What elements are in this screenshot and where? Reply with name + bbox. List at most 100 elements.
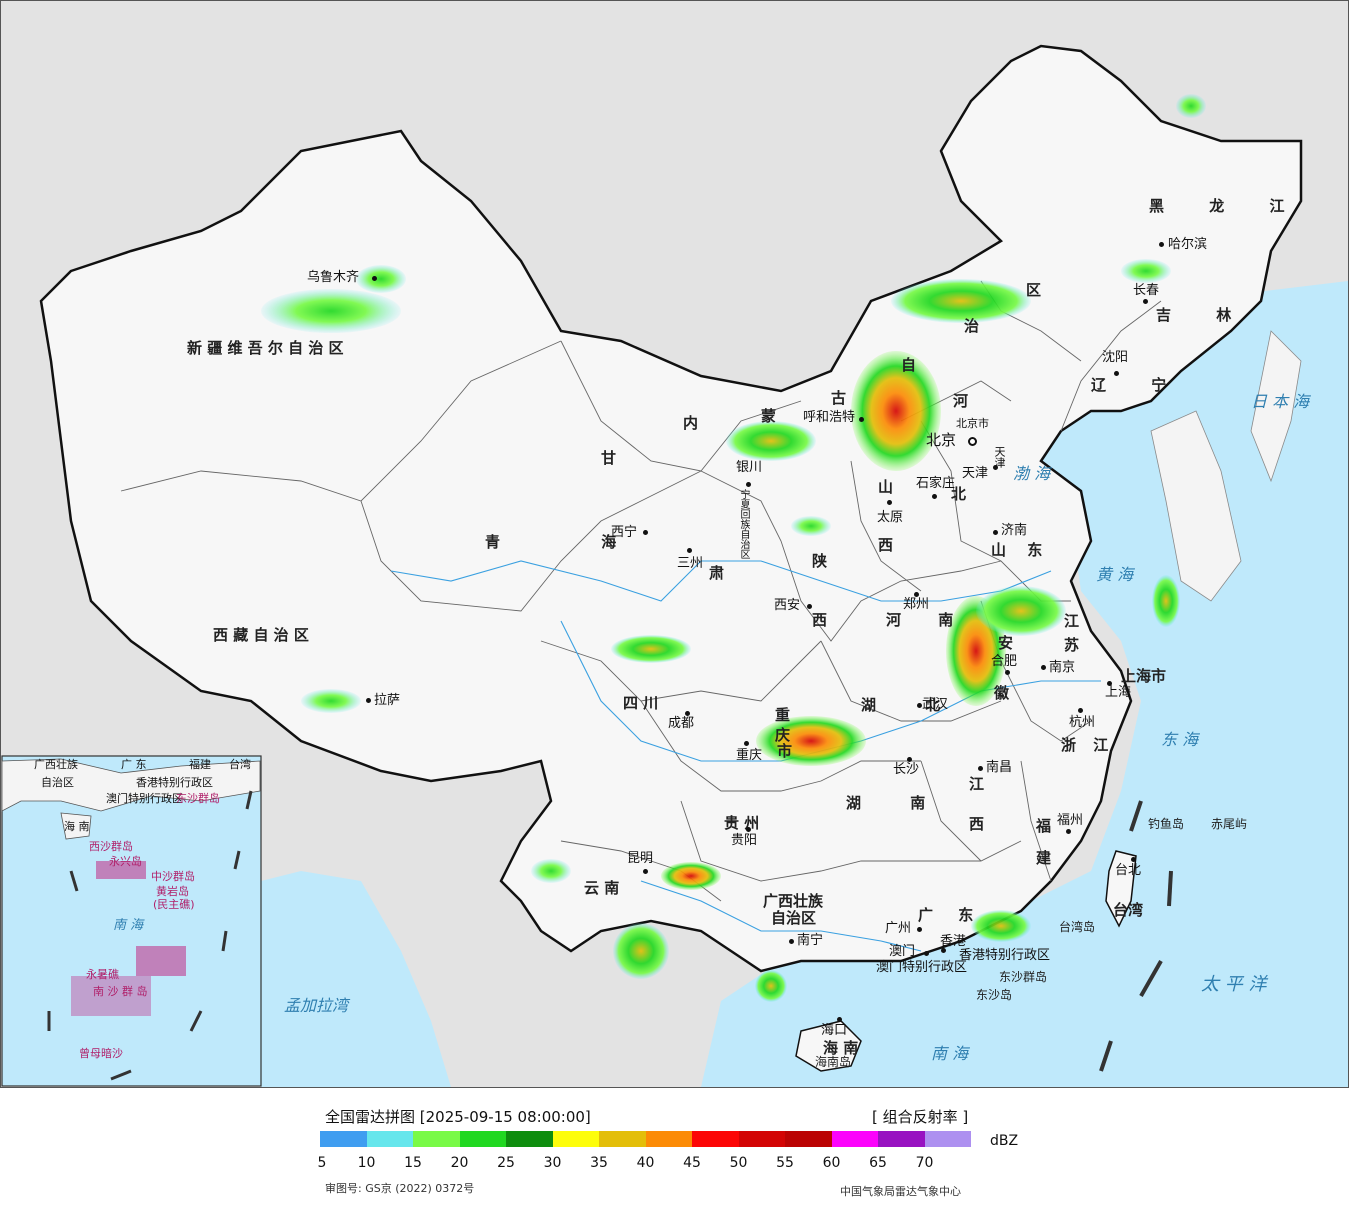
color-swatch (413, 1131, 460, 1147)
province-fujian-fu: 福 (1036, 817, 1052, 835)
city-haikou: 海口 (821, 1023, 848, 1038)
legend-panel: 全国雷达拼图 [2025-09-15 08:00:00] [ 组合反射率 ] d… (0, 1088, 1349, 1208)
island-diaoyudao: 钓鱼岛 (1148, 817, 1185, 831)
radar-echoes (261, 94, 1206, 1002)
province-hainan: 海 南 (823, 1039, 859, 1057)
color-swatch (924, 1131, 971, 1147)
city-nanchang: 南昌 (986, 760, 1013, 775)
city-nanjing: 南京 (1049, 660, 1076, 675)
province-jiangsu-jiang: 江 (1064, 612, 1080, 630)
inset-dongsha: 东沙群岛 (176, 792, 220, 805)
radar-map: 新 疆 维 吾 尔 自 治 区 西 藏 自 治 区 青 海 甘 肃 内 蒙 古 … (0, 0, 1349, 1088)
city-shanghai-marker (1107, 681, 1112, 686)
city-guangzhou-marker (917, 927, 922, 932)
province-taiwan: 台湾 (1113, 901, 1144, 919)
scale-tick-label: 25 (497, 1155, 515, 1171)
scale-tick-label: 35 (590, 1155, 608, 1171)
province-beijing-city: 北京市 (956, 417, 989, 430)
city-fuzhou: 福州 (1057, 813, 1084, 828)
city-tianjin-marker (993, 465, 998, 470)
city-shijiazhuang: 石家庄 (916, 476, 956, 491)
city-changsha-marker (907, 757, 912, 762)
inset-zhongsha: 中沙群岛 (151, 870, 195, 883)
inset-zengmu: 曾母暗沙 (79, 1047, 123, 1060)
province-neimenggu-nei: 内 (683, 414, 699, 432)
city-jinan-marker (993, 530, 998, 535)
province-hunan: 湖 南 (846, 794, 948, 812)
inset-taiwan: 台湾 (229, 758, 251, 771)
city-yinchuan: 银川 (736, 460, 763, 475)
province-guizhou: 贵 州 (724, 814, 760, 832)
province-fujian-jian: 建 (1036, 849, 1052, 867)
city-xian-marker (807, 604, 812, 609)
city-macau: 澳门 (889, 944, 916, 959)
city-tianjin: 天津 (962, 466, 989, 481)
province-macau: 澳门特别行政区 (876, 960, 968, 975)
city-urumqi-marker (372, 276, 377, 281)
legend-title: 全国雷达拼图 [2025-09-15 08:00:00] (325, 1108, 591, 1126)
province-qinghai: 青 海 (485, 533, 665, 551)
city-shanghai: 上海 (1105, 685, 1132, 700)
inset-guangxi: 广西壮族 (34, 758, 78, 771)
color-swatch (645, 1131, 692, 1147)
city-hohhot-marker (859, 417, 864, 422)
city-xian: 西安 (774, 598, 801, 613)
city-kunming-marker (643, 869, 648, 874)
province-shaanxi-xi: 西 (812, 611, 828, 629)
province-neimenggu-zi: 自 (901, 356, 917, 374)
scale-tick-label: 45 (683, 1155, 701, 1171)
scale-tick-label: 55 (776, 1155, 794, 1171)
color-swatch (506, 1131, 553, 1147)
inset-hainan: 海 南 (64, 820, 90, 833)
city-nanning-marker (789, 939, 794, 944)
sea-bohai: 渤 海 (1013, 464, 1051, 483)
province-shanxi-xi: 西 (878, 536, 894, 554)
province-tianjin-city: 天津 (993, 446, 1006, 468)
province-neimenggu-qu: 区 (1026, 281, 1042, 299)
color-swatch (552, 1131, 599, 1147)
city-taiyuan-marker (887, 500, 892, 505)
province-neimenggu-gu: 古 (831, 389, 847, 407)
city-nanjing-marker (1041, 665, 1046, 670)
color-scale-bar (320, 1131, 971, 1147)
island-chiweiyu: 赤尾屿 (1211, 817, 1248, 831)
city-nanning: 南宁 (797, 933, 824, 948)
color-swatch (738, 1131, 785, 1147)
city-guiyang-marker (746, 827, 751, 832)
city-taibei: 台北 (1115, 863, 1142, 878)
city-beijing-marker (968, 437, 977, 446)
sea-ribenhai: 日 本 海 (1251, 392, 1310, 411)
city-xining: 西宁 (611, 525, 638, 540)
scale-tick-label: 65 (869, 1155, 887, 1171)
city-kunming: 昆明 (627, 851, 654, 866)
province-neimenggu-zhi: 治 (964, 317, 980, 335)
province-heilongjiang: 黑 龙 江 (1149, 197, 1305, 215)
city-lanzhou: 三州 (677, 556, 704, 571)
color-swatch (831, 1131, 878, 1147)
inset-huangyan: 黄岩岛 (156, 885, 189, 898)
scale-tick-label: 5 (317, 1155, 327, 1171)
city-chengdu: 成都 (668, 716, 695, 731)
city-guangzhou: 广州 (885, 921, 912, 936)
province-sichuan: 四 川 (623, 694, 659, 712)
scale-tick-label: 40 (636, 1155, 655, 1171)
city-shenyang-marker (1114, 371, 1119, 376)
city-chongqing-marker (744, 741, 749, 746)
city-changsha: 长沙 (893, 762, 920, 777)
inset-nanhai: 南 海 (113, 918, 144, 933)
province-liaoning: 辽 宁 (1091, 376, 1187, 394)
inset-xisha: 西沙群岛 (89, 840, 133, 853)
city-guiyang: 贵阳 (731, 833, 758, 848)
province-gansu-gan: 甘 (601, 449, 617, 467)
scale-tick-label: 60 (822, 1155, 841, 1171)
province-guangxi-b: 自治区 (771, 909, 817, 927)
province-guangdong: 广 东 (918, 906, 984, 924)
city-hongkong-marker (941, 948, 946, 953)
city-taiyuan: 太原 (877, 510, 904, 525)
province-xizang: 西 藏 自 治 区 (213, 626, 309, 644)
island-dongshadao: 东沙岛 (976, 988, 1013, 1002)
province-shandong: 山 东 (991, 541, 1051, 559)
color-swatch (599, 1131, 646, 1147)
province-ningxia: 宁夏回族自治区 (738, 489, 749, 559)
province-anhui-hui: 徽 (994, 684, 1010, 702)
